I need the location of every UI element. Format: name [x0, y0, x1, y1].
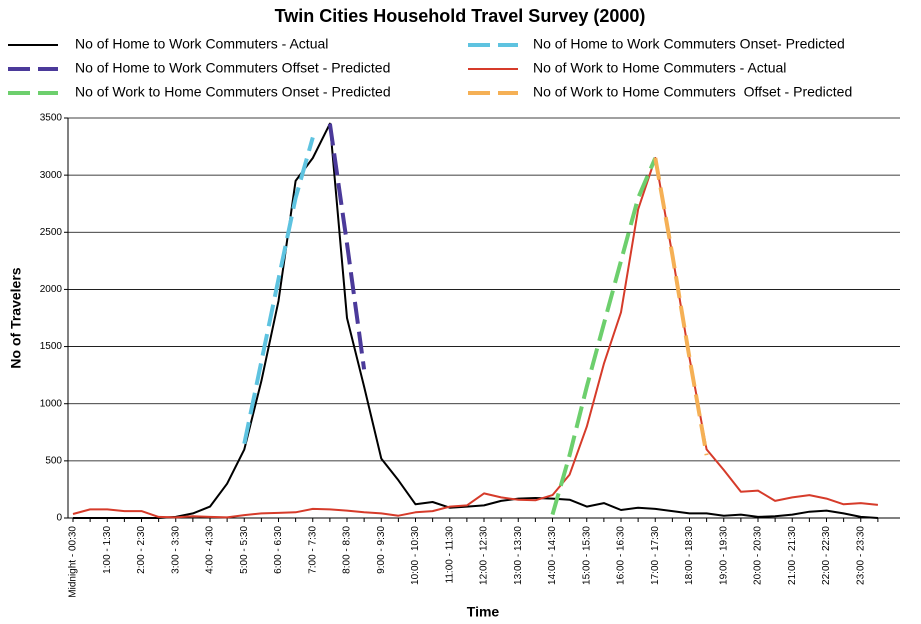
y-tick-label: 1500 — [40, 341, 63, 352]
x-tick-label: 16:00 - 16:30 — [616, 526, 627, 585]
x-tick-label: Midnight - 00:30 — [68, 526, 79, 598]
legend-label: No of Work to Home Commuters Onset - Pre… — [75, 84, 391, 100]
x-tick-label: 15:00 - 15:30 — [581, 526, 592, 585]
legend-label: No of Home to Work Commuters - Actual — [75, 36, 328, 52]
x-tick-label: 4:00 - 4:30 — [205, 526, 216, 574]
series-line — [327, 123, 367, 370]
series-line — [72, 157, 879, 519]
x-tick-label: 22:00 - 22:30 — [821, 526, 832, 585]
y-tick-label: 3000 — [40, 170, 63, 181]
x-tick-label: 23:00 - 23:30 — [855, 526, 866, 585]
y-tick-label: 3500 — [40, 113, 63, 124]
x-tick-label: 18:00 - 18:30 — [684, 526, 695, 585]
legend-label: No of Home to Work Commuters Offset - Pr… — [75, 60, 390, 76]
x-tick-label: 1:00 - 1:30 — [102, 526, 113, 574]
y-axis-title: No of Travelers — [8, 267, 24, 368]
chart-title: Twin Cities Household Travel Survey (200… — [275, 6, 646, 26]
legend-label: No of Work to Home Commuters - Actual — [533, 60, 786, 76]
y-tick-label: 0 — [56, 513, 62, 524]
x-tick-label: 11:00 - 11:30 — [444, 526, 455, 584]
x-tick-label: 5:00 - 5:30 — [239, 526, 250, 574]
y-tick-label: 500 — [45, 455, 62, 466]
y-tick-label: 1000 — [40, 398, 63, 409]
x-tick-label: 20:00 - 20:30 — [753, 526, 764, 585]
legend-label: No of Work to Home Commuters Offset - Pr… — [533, 84, 852, 100]
x-tick-label: 9:00 - 9:30 — [376, 526, 387, 574]
x-tick-label: 10:00 - 10:30 — [410, 526, 421, 585]
x-tick-label: 3:00 - 3:30 — [170, 526, 181, 574]
x-tick-label: 17:00 - 17:30 — [650, 526, 661, 585]
series-line — [653, 157, 709, 456]
series-line — [73, 122, 878, 519]
x-axis-title: Time — [467, 604, 500, 620]
series-line — [242, 136, 315, 445]
x-tick-label: 19:00 - 19:30 — [718, 526, 729, 585]
x-tick-label: 14:00 - 14:30 — [547, 526, 558, 585]
x-tick-label: 21:00 - 21:30 — [787, 526, 798, 585]
x-tick-label: 12:00 - 12:30 — [479, 526, 490, 585]
x-tick-label: 6:00 - 6:30 — [273, 526, 284, 574]
series-line — [550, 157, 658, 516]
x-tick-label: 2:00 - 2:30 — [136, 526, 147, 574]
x-tick-label: 7:00 - 7:30 — [307, 526, 318, 574]
y-tick-label: 2500 — [40, 227, 63, 238]
x-tick-label: 13:00 - 13:30 — [513, 526, 524, 585]
y-tick-label: 2000 — [40, 284, 63, 295]
legend-label: No of Home to Work Commuters Onset- Pred… — [533, 36, 845, 52]
x-tick-label: 8:00 - 8:30 — [342, 526, 353, 574]
